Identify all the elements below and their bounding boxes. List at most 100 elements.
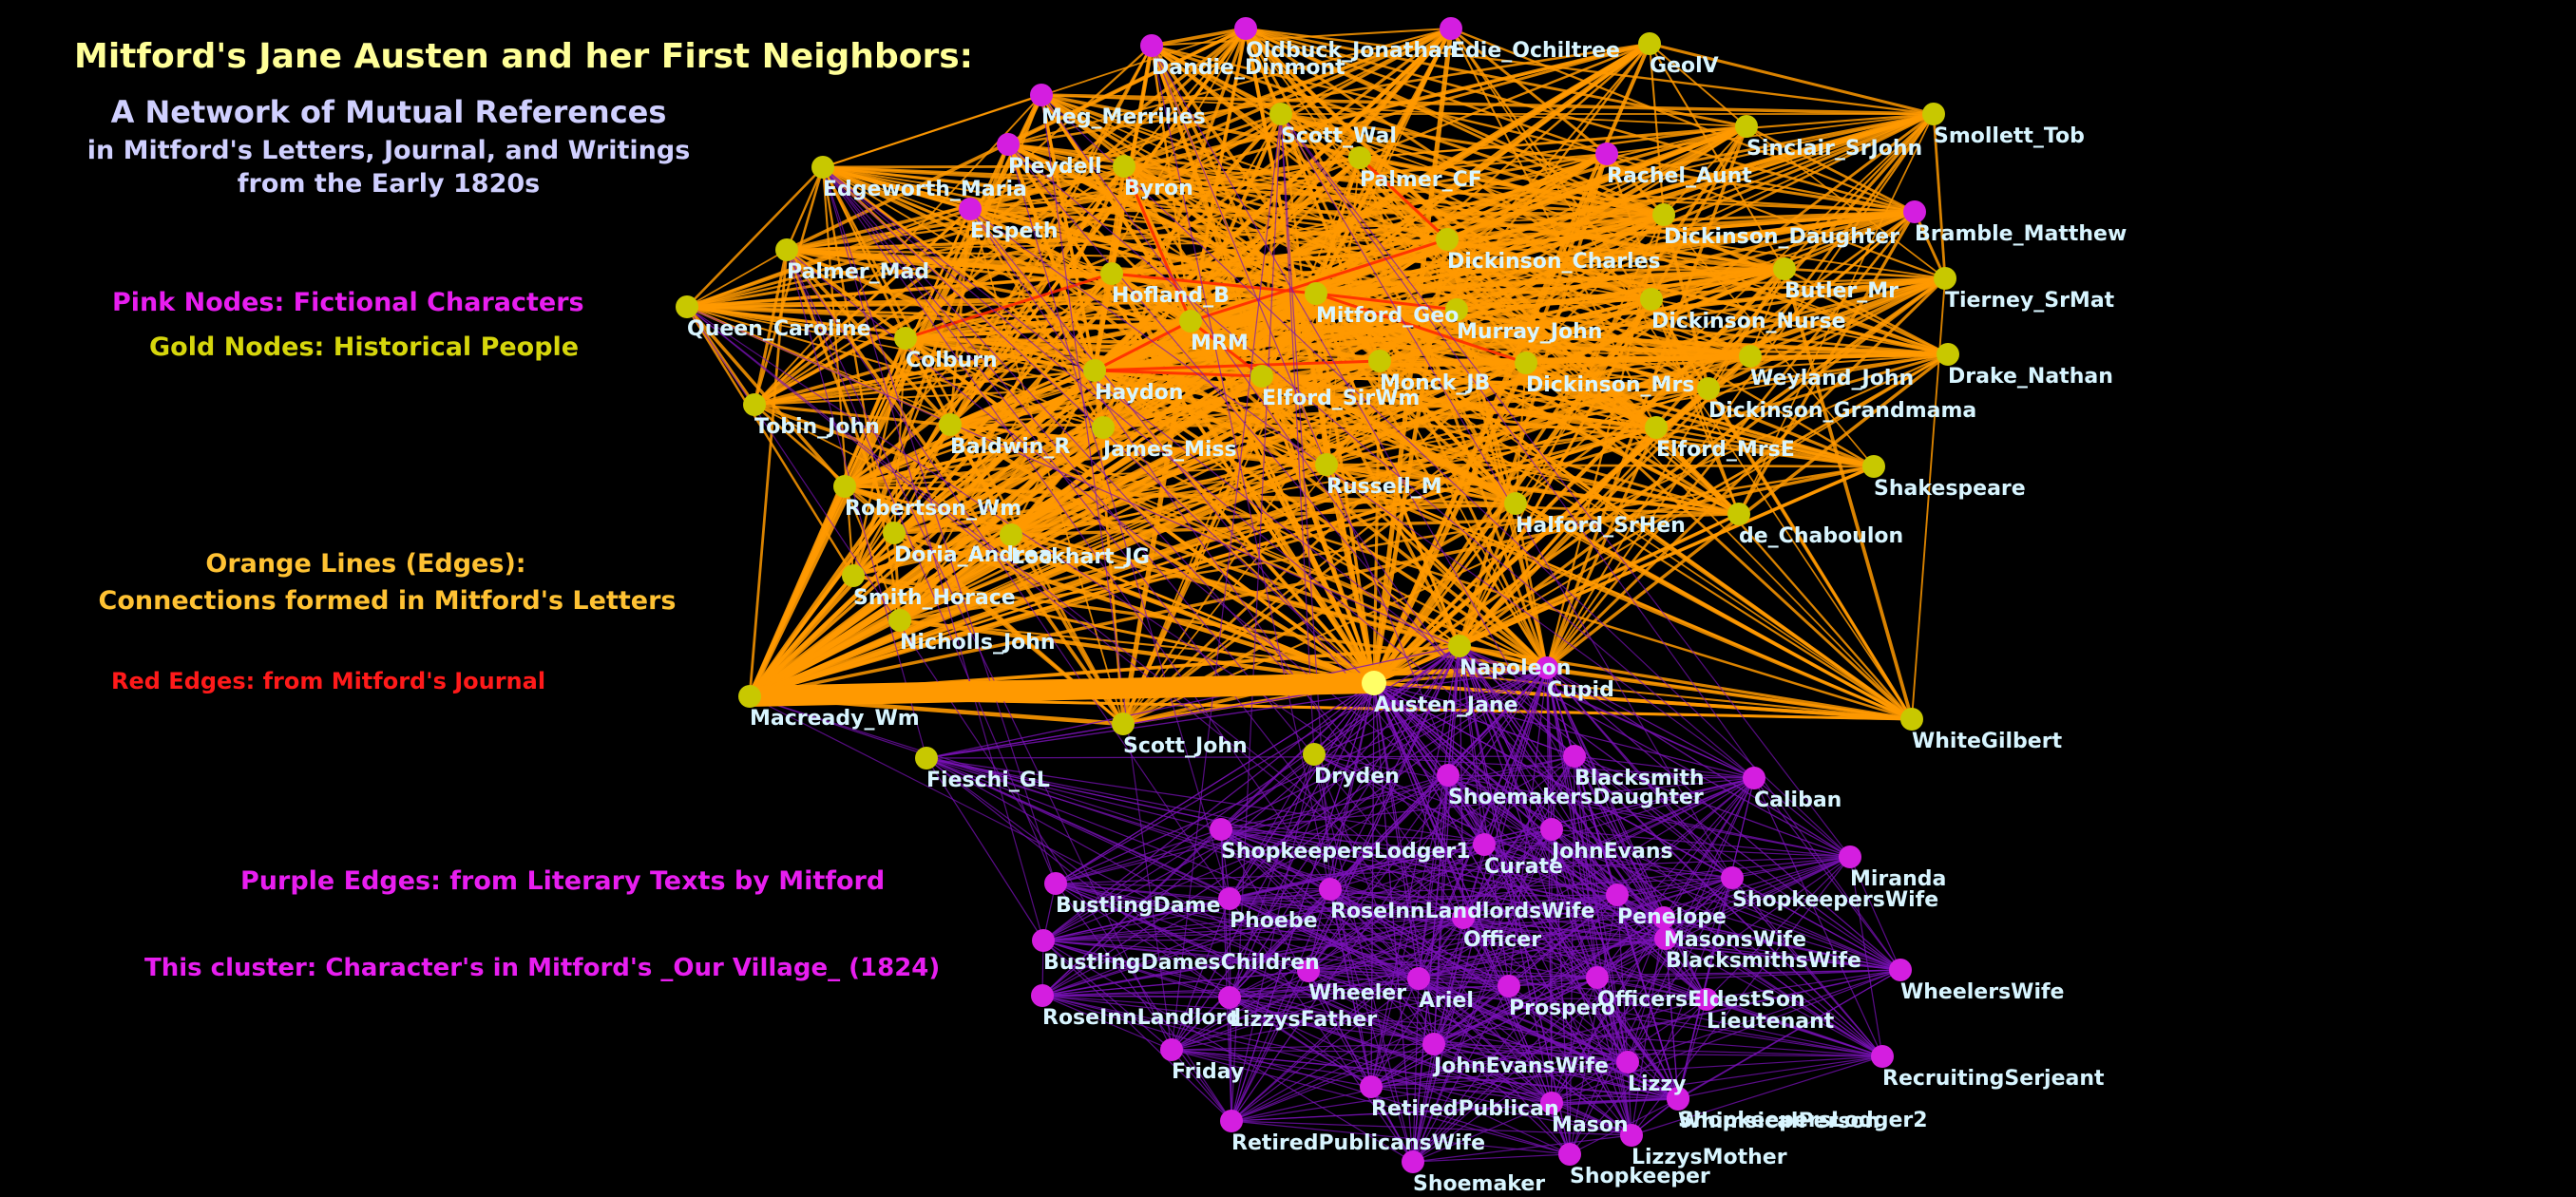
node-label: Hofland_B [1112,284,1230,308]
literary-edge [1042,898,1231,941]
literary-edge [1459,645,1665,919]
literary-edge [1753,777,1883,1057]
letters-edge [1315,213,1665,295]
literary-edge [786,249,927,759]
letters-edges [685,27,1950,727]
literary-edge [1231,1120,1571,1155]
literary-edge [1546,667,1755,779]
literary-edge [1329,888,1553,1104]
letters-edge [1373,681,1913,721]
literary-edge [1231,1061,1629,1122]
literary-edges [686,45,1901,1163]
node-fieschi-gl [915,747,938,770]
node-shopkeeperslodger2 [1667,1087,1689,1110]
node-geolv [1638,32,1661,55]
letters-edge [685,305,847,488]
letters-edge [905,292,1317,340]
node-blacksmith [1563,745,1586,768]
literary-edge [1229,997,1372,1088]
letters-edge [686,291,1317,310]
literary-edge [786,249,1231,900]
node-label: ShopkeepersLodger2 [1678,1109,1928,1132]
literary-edge [1042,940,1708,1000]
node-lizzysmother [1620,1124,1643,1147]
letters-edge [748,425,1105,699]
node-dickinson-charles [1436,228,1459,251]
letters-edge [748,249,789,697]
node-label: MasonsWife [1664,928,1806,952]
literary-edge [1171,1049,1232,1122]
literary-edge [1280,113,1901,971]
legend-red-edges: Red Edges: from Mitford's Journal [111,668,546,694]
node-label: Blacksmith [1574,767,1705,790]
node-label: Friday [1172,1060,1244,1084]
literary-edge [1574,755,1755,779]
literary-edge [822,166,1331,890]
literary-edge [1370,998,1708,1088]
legend-pink-nodes: Pink Nodes: Fictional Characters [112,288,584,317]
letters-edge [1606,113,1935,155]
node-dickinson-mrs [1515,352,1537,374]
node-label: Doria_Andrea [894,543,1053,567]
literary-edge [1574,755,1667,940]
literary-edge [822,166,1057,884]
literary-edge [1616,894,1629,1063]
node-label: Cupid [1547,678,1614,702]
letters-edge [1373,512,1740,685]
node-edgeworth-maria [811,156,834,179]
letters-edge [1313,27,1454,295]
literary-edge [1042,940,1232,1122]
literary-edge [1280,113,1733,879]
node-monck-jb [1368,350,1391,372]
node-officer [1452,906,1475,929]
literary-edge [1042,940,1173,1051]
node-label: Ariel [1419,989,1474,1013]
literary-edge [1231,969,1901,1122]
node-label: Dickinson_Mrs [1526,373,1694,397]
literary-edge [1229,888,1331,900]
node-label: Dickinson_Nurse [1651,310,1846,333]
letters-edge [898,370,1097,621]
node-label: Rachel_Aunt [1607,164,1752,188]
literary-edge [1373,682,1901,971]
literary-edge [1663,917,1883,1057]
literary-edge [1677,1055,1883,1099]
literary-edge [1220,828,1553,1104]
letters-edge [1094,369,1913,721]
letters-edge [1546,666,1913,721]
literary-edge [1412,1043,1435,1163]
literary-edge [1280,113,1851,858]
letters-edge [969,207,1192,323]
node-mason [1540,1092,1563,1114]
node-label: RetiredPublicansWife [1231,1131,1485,1155]
node-label: Palmer_CF [1360,168,1482,192]
letters-edge [1245,27,1935,116]
literary-edge [1373,682,1755,779]
letters-edge [905,336,1096,372]
literary-edge [1546,667,1553,1104]
letters-edge [1094,369,1740,516]
node-label: BlacksmithsWife [1666,949,1861,973]
node-label: Butler_Mr [1784,279,1899,303]
journal-edge [1315,292,1527,365]
node-bramble-matthew [1903,200,1926,223]
node-label: Haydon [1095,381,1183,405]
literary-edge [1370,645,1460,1088]
literary-edge [1373,682,1679,1099]
letters-edge [1648,43,1666,216]
node-label: Lockhart_JG [1011,545,1150,569]
literary-edge [1574,755,1708,1000]
literary-edge [1220,645,1460,830]
node-lizzysfather [1218,986,1241,1009]
graph-nodes [676,17,1959,1173]
node-officerseldestson [1586,966,1609,989]
node-label: Monck_JB [1380,371,1490,395]
literary-edge [925,757,1510,987]
node-shoemaker [1402,1150,1424,1173]
literary-edge [1665,938,1679,1099]
node-russell-m [1315,453,1338,476]
letters-edge [1372,360,1382,684]
node-retiredpublican [1360,1075,1383,1098]
node-label: Russell_M [1326,475,1442,499]
node-label: Pleydell [1008,155,1102,179]
